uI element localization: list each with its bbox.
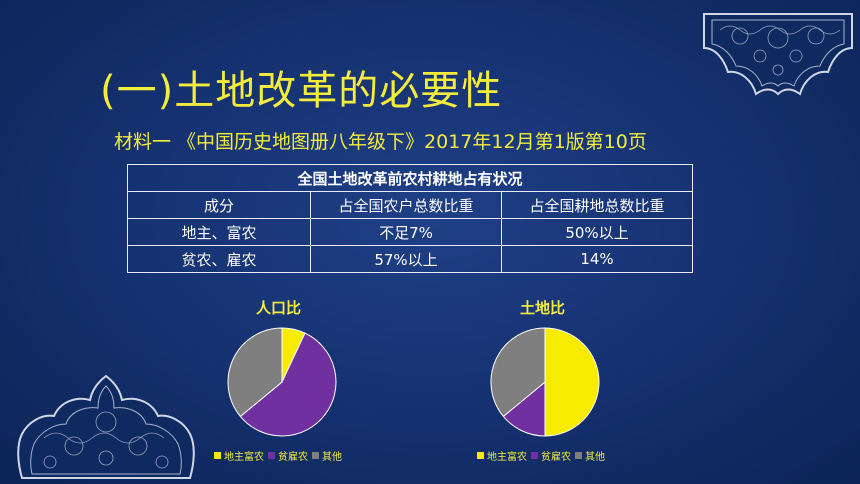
legend-item: 地主富农 — [214, 448, 264, 463]
legend-item: 贫雇农 — [531, 448, 571, 463]
legend-label: 其他 — [585, 452, 605, 463]
legend-swatch-landlord — [477, 452, 484, 459]
legend-item: 地主富农 — [477, 448, 527, 463]
legend-swatch-poor — [531, 452, 538, 459]
legend-item: 贫雇农 — [268, 448, 308, 463]
legend-label: 贫雇农 — [541, 452, 571, 463]
table-cell: 50%以上 — [501, 218, 693, 246]
pie-title-population: 人口比 — [256, 299, 302, 317]
column-header: 占全国农户总数比重 — [310, 191, 502, 219]
legend-swatch-landlord — [214, 452, 221, 459]
table-caption-row: 全国土地改革前农村耕地占有状况 — [127, 164, 693, 192]
legend-item: 其他 — [312, 448, 342, 463]
pie-chart-population — [227, 327, 337, 437]
table-row: 地主、富农 不足7% 50%以上 — [127, 218, 693, 246]
land-ownership-table: 全国土地改革前农村耕地占有状况 成分 占全国农户总数比重 占全国耕地总数比重 地… — [127, 164, 693, 273]
legend-label: 地主富农 — [487, 452, 527, 463]
column-header: 成分 — [127, 191, 311, 219]
pie-chart-land — [490, 327, 600, 437]
table-header-row: 成分 占全国农户总数比重 占全国耕地总数比重 — [127, 191, 693, 219]
legend-swatch-other — [575, 452, 582, 459]
source-citation: 材料一 《中国历史地图册八年级下》2017年12月第1版第10页 — [114, 131, 647, 153]
table-caption: 全国土地改革前农村耕地占有状况 — [127, 164, 693, 192]
table-cell: 14% — [501, 245, 693, 273]
column-header: 占全国耕地总数比重 — [501, 191, 693, 219]
legend-swatch-other — [312, 452, 319, 459]
pie-legend-land: 地主富农 贫雇农 其他 — [477, 448, 605, 463]
table-cell: 不足7% — [310, 218, 502, 246]
corner-ornament-top-right — [703, 13, 853, 96]
pie-slice-other — [490, 327, 546, 418]
pie-slice-landlord — [544, 327, 600, 437]
table-row: 贫农、雇农 57%以上 14% — [127, 245, 693, 273]
legend-label: 地主富农 — [224, 452, 264, 463]
pie-slice-other — [227, 327, 283, 418]
pie-legend-population: 地主富农 贫雇农 其他 — [214, 448, 342, 463]
pie-slice-poor — [239, 332, 337, 437]
table-cell: 贫农、雇农 — [127, 245, 311, 273]
legend-label: 贫雇农 — [278, 452, 308, 463]
table-cell: 57%以上 — [310, 245, 502, 273]
legend-label: 其他 — [322, 452, 342, 463]
slide-title: (一)土地改革的必要性 — [100, 68, 503, 114]
legend-swatch-poor — [268, 452, 275, 459]
corner-ornament-bottom-left — [17, 374, 195, 479]
legend-item: 其他 — [575, 448, 605, 463]
table-cell: 地主、富农 — [127, 218, 311, 246]
pie-title-land: 土地比 — [520, 299, 566, 317]
